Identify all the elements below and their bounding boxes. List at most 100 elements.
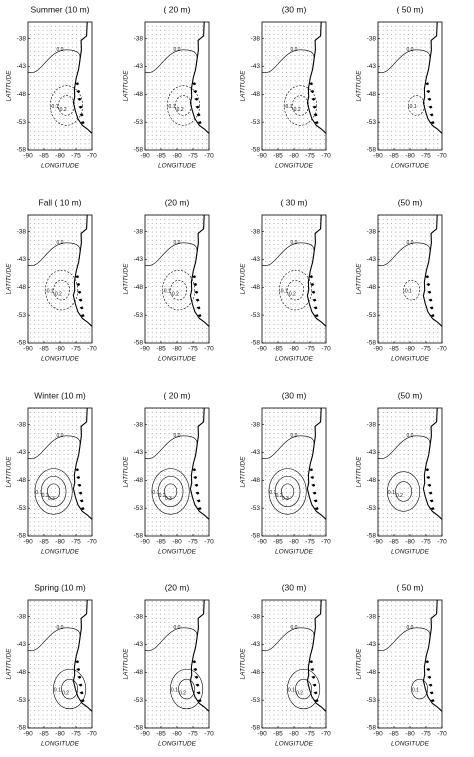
y-tick-label: -53 <box>367 697 377 704</box>
island <box>196 499 201 503</box>
y-tick-label: -53 <box>134 697 144 704</box>
island <box>195 298 200 302</box>
x-tick-label: -75 <box>421 346 431 353</box>
x-tick-label: -85 <box>389 539 399 546</box>
y-tick-label: -53 <box>367 312 377 319</box>
y-tick-label: -48 <box>367 91 377 98</box>
y-tick-label: -53 <box>134 312 144 319</box>
x-axis-label: LONGITUDE <box>391 163 430 170</box>
y-tick-label: -38 <box>251 228 261 235</box>
island <box>194 483 199 487</box>
island <box>310 668 315 672</box>
x-tick-label: -80 <box>289 153 299 160</box>
island <box>80 121 85 125</box>
contour-label: 0.3 <box>48 496 55 502</box>
y-tick-label: -48 <box>367 669 377 676</box>
x-tick-label: -70 <box>321 539 331 546</box>
x-tick-label: -90 <box>373 153 383 160</box>
island <box>76 90 81 94</box>
map-panel: Summer (10 m)0.0-0.1 -0.2-38-43-48-53-58-… <box>6 4 97 169</box>
contour-line <box>377 435 431 460</box>
x-axis-label: LONGITUDE <box>275 741 314 748</box>
x-tick-label: -90 <box>373 539 383 546</box>
island <box>425 660 430 664</box>
contour-label: 0.0 <box>407 625 414 631</box>
x-tick-label: -75 <box>421 153 431 160</box>
contour-line <box>144 242 198 267</box>
y-axis-label: LATITUDE <box>356 70 363 102</box>
x-tick-label: -70 <box>87 731 97 738</box>
x-tick-label: -85 <box>273 731 283 738</box>
island <box>309 468 314 472</box>
island <box>426 668 431 672</box>
x-tick-label: -80 <box>172 731 182 738</box>
coastline <box>189 214 210 327</box>
x-tick-label: -85 <box>273 153 283 160</box>
island <box>428 298 433 302</box>
x-axis-label: LONGITUDE <box>275 549 314 556</box>
island <box>312 683 317 687</box>
island <box>194 675 199 679</box>
contour-line <box>291 95 309 116</box>
x-axis-label: LONGITUDE <box>275 163 314 170</box>
coastline <box>422 599 443 712</box>
x-axis-label: LONGITUDE <box>391 356 430 363</box>
y-axis-label: LATITUDE <box>123 456 130 488</box>
x-tick-label: -75 <box>305 153 315 160</box>
panel-title: (50 m) <box>398 390 423 400</box>
contour-label: 0.0 <box>174 433 181 439</box>
y-tick-label: -38 <box>17 35 27 42</box>
x-tick-label: -70 <box>87 539 97 546</box>
x-tick-label: -75 <box>188 153 198 160</box>
island <box>79 113 84 117</box>
map-panel: (20 m) 0.0 -0.1 -0.2 -38 -43 -48 -53 -58-90 -85 -8… <box>123 197 214 362</box>
y-tick-label: -48 <box>134 91 144 98</box>
island <box>78 683 83 687</box>
island <box>78 105 83 109</box>
panel-title: Spring (10 m) <box>34 582 86 592</box>
contour-line <box>162 270 196 311</box>
island <box>309 82 314 86</box>
x-tick-label: -70 <box>87 153 97 160</box>
panel-title: ( 20 m) <box>164 390 191 400</box>
x-tick-label: -85 <box>39 731 49 738</box>
contour-line <box>47 483 61 500</box>
island <box>311 483 316 487</box>
x-tick-label: -85 <box>389 731 399 738</box>
y-tick-label: -53 <box>17 312 27 319</box>
map-panel: Spring (10 m) 0.0 0.1 0.2 -38 -43 -48 -53 -58-90… <box>6 582 97 747</box>
y-axis-label: LATITUDE <box>356 648 363 680</box>
contour-line <box>157 475 184 508</box>
x-tick-label: -75 <box>71 539 81 546</box>
y-axis-label: LATITUDE <box>240 648 247 680</box>
island <box>193 668 198 672</box>
island <box>428 683 433 687</box>
x-tick-label: -85 <box>156 731 166 738</box>
contour-line <box>261 627 315 652</box>
y-tick-label: -38 <box>134 35 144 42</box>
y-tick-label: -43 <box>17 256 27 263</box>
x-tick-label: -85 <box>273 539 283 546</box>
contour-label: -0.2 <box>53 291 62 297</box>
y-tick-label: -38 <box>17 228 27 235</box>
contour-line <box>58 95 75 116</box>
island <box>429 113 434 117</box>
island <box>75 82 80 86</box>
x-tick-label: -90 <box>257 539 267 546</box>
y-tick-label: -58 <box>367 147 377 154</box>
x-tick-label: -90 <box>373 731 383 738</box>
y-axis-label: LATITUDE <box>356 456 363 488</box>
contour-label: 0.2 <box>296 690 303 696</box>
y-tick-label: -48 <box>17 91 27 98</box>
y-tick-label: -38 <box>367 421 377 428</box>
island <box>196 691 201 695</box>
island <box>425 82 430 86</box>
y-tick-label: -53 <box>17 505 27 512</box>
island <box>426 90 431 94</box>
y-tick-label: -38 <box>251 421 261 428</box>
y-tick-label: -38 <box>367 228 377 235</box>
x-axis-label: LONGITUDE <box>391 741 430 748</box>
y-axis-label: LATITUDE <box>6 648 13 680</box>
y-tick-label: -43 <box>17 63 27 70</box>
island <box>430 699 435 703</box>
